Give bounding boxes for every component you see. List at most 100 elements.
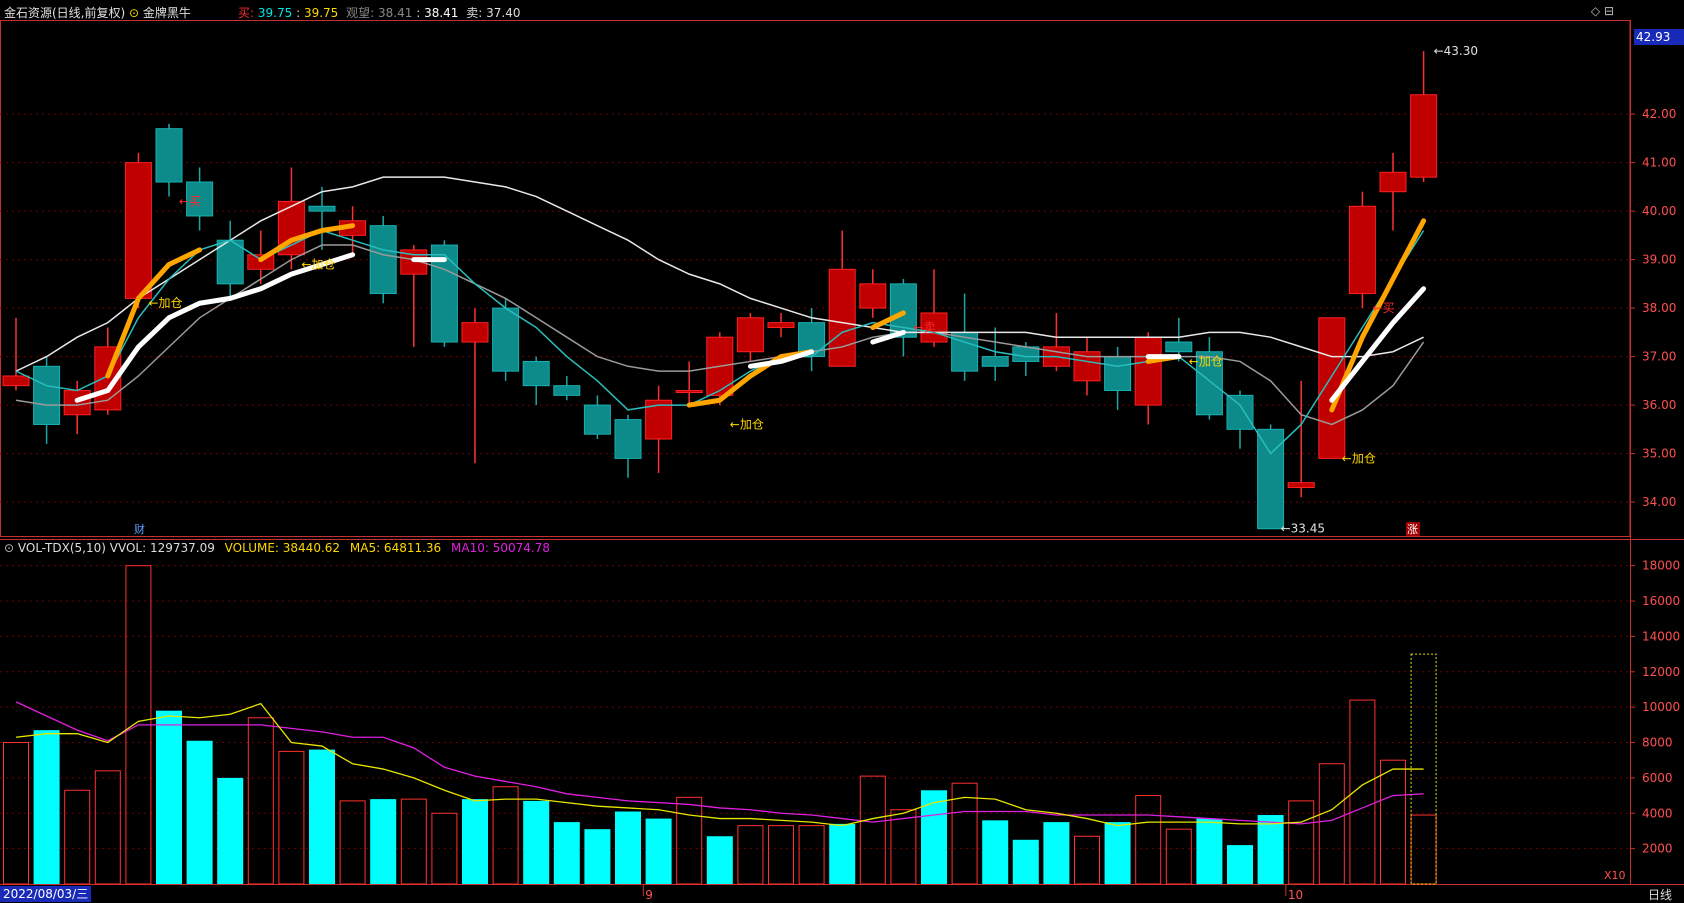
candle-body-down (369, 225, 397, 295)
signal-line-orange (1329, 218, 1427, 413)
chart-annotation: ←加仓 (730, 417, 764, 431)
volume-bar-up (768, 825, 794, 885)
candle (675, 361, 703, 406)
price-tick-label: 34.00 (1642, 495, 1676, 509)
candle-body-down (583, 404, 611, 435)
price-tick-label: 42.00 (1642, 107, 1676, 121)
window-controls: ◇ ⊟ (1591, 4, 1614, 18)
ma-line-white (15, 176, 1424, 372)
candle-body-down (492, 307, 520, 372)
candle (277, 167, 305, 270)
volume-bar-projected (1410, 653, 1437, 885)
buy-value-2: 39.75 (303, 6, 339, 20)
x10-label: X10 (1604, 869, 1626, 882)
candle-body-up (1379, 171, 1407, 193)
volume-bar-up (1288, 800, 1315, 885)
candle (1042, 312, 1070, 372)
last-price-tag: 42.93 (1634, 29, 1684, 45)
candle (1379, 152, 1407, 231)
signal-line-orange (105, 247, 203, 379)
candle (1226, 390, 1254, 449)
volume-tick-label: 10000 (1642, 700, 1680, 714)
watch-label: 观望: (346, 6, 375, 20)
rise-marker-bg (1406, 522, 1420, 536)
minimize-icon[interactable]: ⊟ (1603, 4, 1614, 18)
signal-line-white (747, 349, 815, 369)
candle (1348, 191, 1376, 309)
candle (828, 230, 856, 367)
candle-body-up (1410, 94, 1438, 178)
chart-annotation: ←卖 (913, 320, 935, 334)
candle-body-up (920, 312, 948, 343)
chart-annotation: ←买 (1372, 301, 1394, 315)
candle (645, 385, 673, 473)
candle (614, 414, 642, 478)
volume-bar-down (1257, 815, 1284, 884)
candle-body-down (1195, 351, 1223, 416)
price-tick-label: 36.00 (1642, 398, 1676, 412)
volume-bar-up (1380, 759, 1406, 885)
volume-bar-down (982, 820, 1009, 884)
volume-bar-down (462, 799, 488, 884)
candle-body-down (308, 205, 336, 212)
candle (461, 308, 489, 464)
chart-annotation: ←43.30 (1434, 44, 1478, 58)
volume-bar-up (492, 786, 519, 885)
chevron-down-icon[interactable]: ⊙ (4, 541, 15, 555)
candle (492, 298, 520, 381)
candle (1073, 337, 1101, 396)
signal-line-orange (258, 223, 356, 263)
watch-value: 38.41 (378, 6, 413, 20)
volume-bar-down (217, 777, 244, 884)
volume-bar-up (1165, 828, 1192, 885)
candle-body-down (1226, 394, 1254, 430)
volume-bar-down (1227, 845, 1253, 884)
chart-annotation: ←加仓 (301, 257, 335, 271)
vol-ma5-value: MA5: 64811.36 (349, 541, 442, 555)
volume-header: ⊙ VOL-TDX(5,10) VVOL: 129737.09 VOLUME: … (4, 541, 550, 555)
candle-body-up (675, 390, 703, 394)
volume-bar-down (309, 749, 335, 884)
volume-bar-up (1318, 763, 1345, 885)
volume-bar-down (584, 829, 611, 884)
candle-body-down (1165, 341, 1193, 353)
buy-label: 买: (238, 6, 255, 20)
candle (216, 220, 244, 299)
volume-bar-down (156, 710, 182, 884)
candle (1195, 337, 1223, 420)
chart-annotation: ←加仓 (1189, 354, 1223, 368)
candle-body-up (828, 268, 856, 367)
period-label[interactable]: 日线 (1648, 888, 1673, 902)
volume-bar-down (370, 799, 397, 884)
volume-bar-up (247, 717, 274, 885)
candle (981, 327, 1009, 381)
candles-group (2, 51, 1438, 530)
volume-tick-label: 14000 (1642, 629, 1680, 643)
volume-bar-up (676, 796, 703, 885)
x-axis-label: 10 (1288, 888, 1303, 902)
volume-bar-down (33, 730, 60, 884)
price-tick-label: 41.00 (1642, 156, 1676, 170)
candle (430, 240, 458, 347)
diamond-icon[interactable]: ◇ (1590, 4, 1601, 18)
stock-name: 金石资源(日线,前复权) (4, 6, 126, 20)
volume-bar-up (1074, 835, 1100, 885)
candle (308, 186, 336, 250)
volume-tick-label: 6000 (1642, 771, 1673, 785)
candle (522, 356, 550, 406)
volume-bar-up (278, 750, 305, 885)
candle-body-down (216, 239, 244, 285)
volume-bar-up (1410, 814, 1437, 885)
candle-body-down (186, 181, 214, 217)
candle (33, 356, 61, 444)
volume-bar-down (1104, 822, 1131, 884)
candle-body-up (1287, 482, 1315, 489)
volume-bar-up (737, 825, 764, 885)
quote-bar: 买: 39.75 : 39.75 观望: 38.41 : 38.41 卖: 37… (238, 4, 520, 21)
signal-line-orange (870, 310, 906, 330)
candle (920, 269, 948, 347)
candle-body-up (1348, 205, 1376, 295)
signal-line-orange (686, 349, 815, 408)
volume-bar-down (186, 740, 213, 884)
